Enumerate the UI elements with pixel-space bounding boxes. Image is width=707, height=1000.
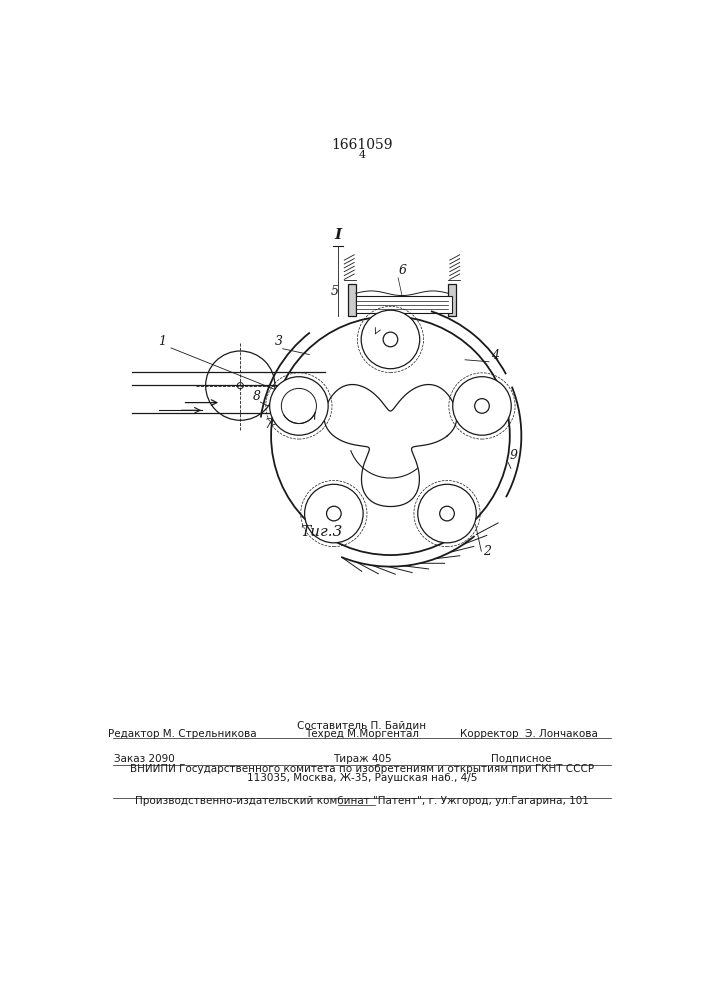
Bar bbox=[448, 284, 456, 316]
Text: Составитель П. Байдин: Составитель П. Байдин bbox=[298, 720, 426, 730]
Text: 7: 7 bbox=[264, 418, 272, 431]
Text: 9: 9 bbox=[510, 449, 518, 462]
Text: 1661059: 1661059 bbox=[331, 138, 392, 152]
Text: 1: 1 bbox=[158, 335, 166, 348]
Circle shape bbox=[327, 506, 341, 521]
Circle shape bbox=[271, 316, 510, 555]
Bar bbox=[348, 284, 356, 316]
Circle shape bbox=[305, 484, 363, 543]
Text: Производственно-издательский комбинат "Патент", г. Ужгород, ул.Гагарина, 101: Производственно-издательский комбинат "П… bbox=[135, 796, 589, 806]
Circle shape bbox=[281, 388, 317, 424]
Circle shape bbox=[440, 506, 455, 521]
Text: 6: 6 bbox=[398, 264, 406, 277]
Circle shape bbox=[269, 377, 328, 435]
Text: 3: 3 bbox=[275, 335, 283, 348]
Text: 5: 5 bbox=[330, 285, 339, 298]
Bar bbox=[356, 296, 452, 313]
Text: 8: 8 bbox=[252, 390, 261, 403]
Circle shape bbox=[361, 310, 420, 369]
Text: Подписное: Подписное bbox=[491, 754, 551, 764]
Text: Заказ 2090: Заказ 2090 bbox=[114, 754, 175, 764]
Text: Тираж 405: Тираж 405 bbox=[332, 754, 391, 764]
Circle shape bbox=[291, 399, 306, 413]
Circle shape bbox=[383, 332, 398, 347]
Text: 2: 2 bbox=[483, 545, 491, 558]
Text: ВНИИПИ Государственного комитета по изобретениям и открытиям при ГКНТ СССР: ВНИИПИ Государственного комитета по изоб… bbox=[130, 764, 594, 774]
Text: Корректор  Э. Лончакова: Корректор Э. Лончакова bbox=[460, 729, 598, 739]
Text: Τиг.3: Τиг.3 bbox=[300, 525, 342, 539]
Text: 4: 4 bbox=[358, 150, 366, 160]
Text: 4: 4 bbox=[491, 349, 498, 362]
Text: I: I bbox=[334, 228, 341, 242]
Text: Техред М.Моргентал: Техред М.Моргентал bbox=[305, 729, 419, 739]
Circle shape bbox=[418, 484, 477, 543]
Circle shape bbox=[474, 399, 489, 413]
Text: Редактор М. Стрельникова: Редактор М. Стрельникова bbox=[108, 729, 257, 739]
Text: 113035, Москва, Ж-35, Раушская наб., 4/5: 113035, Москва, Ж-35, Раушская наб., 4/5 bbox=[247, 773, 477, 783]
Circle shape bbox=[452, 377, 511, 435]
